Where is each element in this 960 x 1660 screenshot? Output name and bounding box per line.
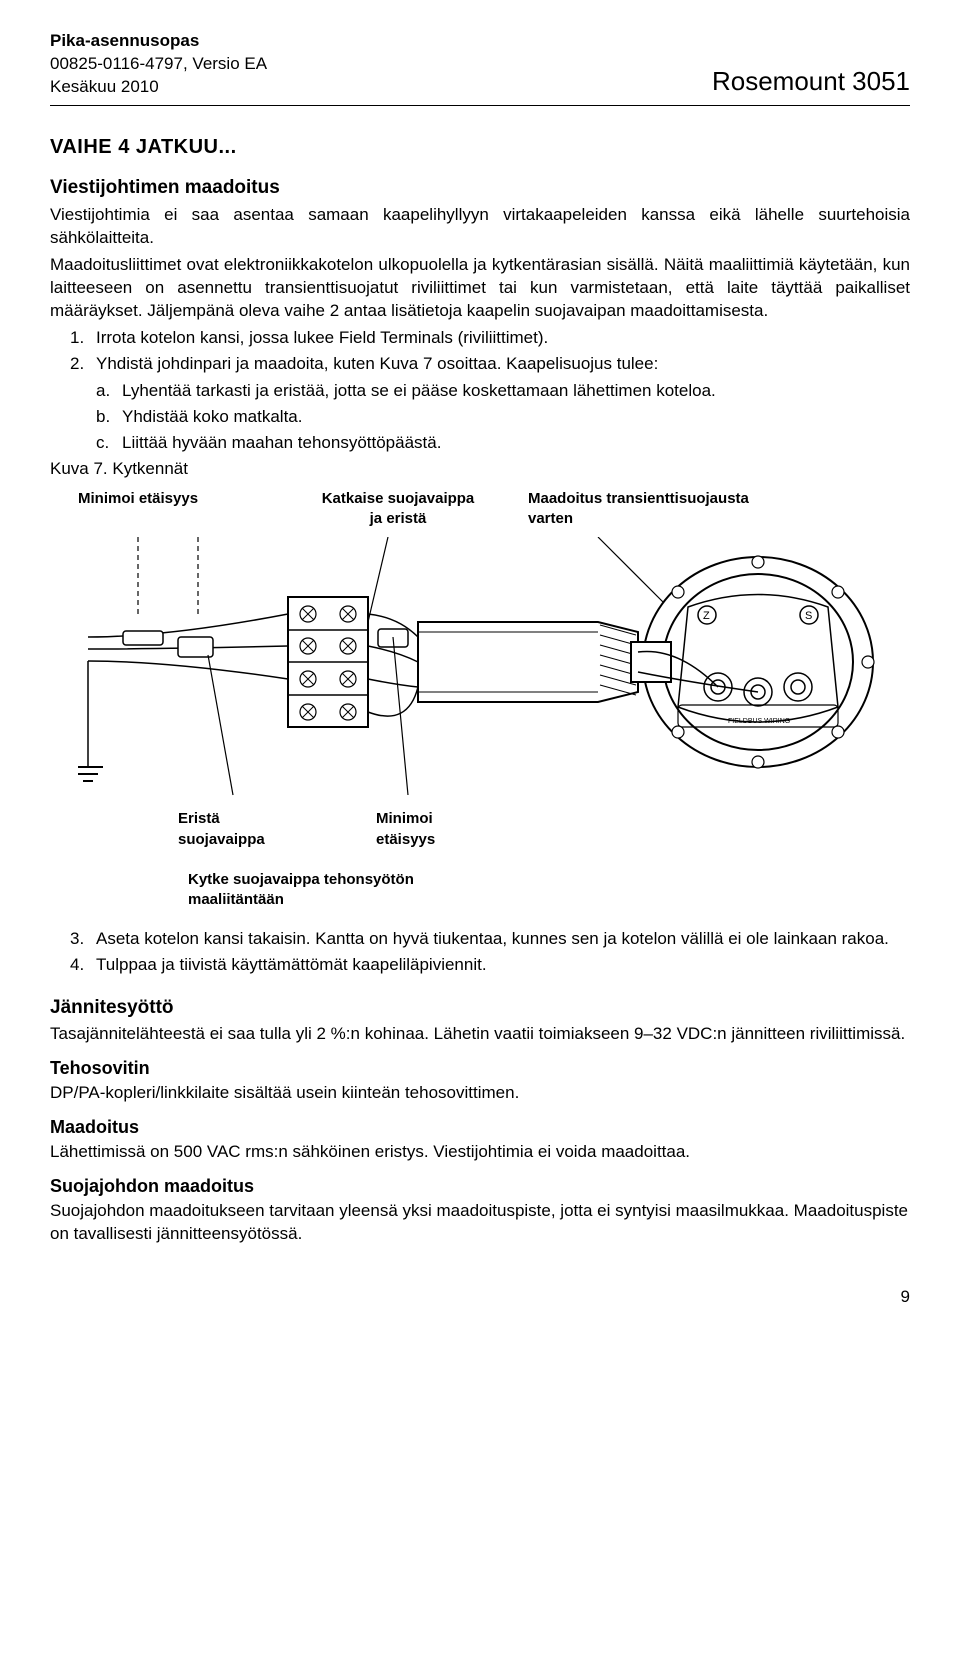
ground-text: Lähettimissä on 500 VAC rms:n sähköinen … <box>50 1141 910 1164</box>
label-insulate-shield: Eristä suojavaippa <box>178 809 318 850</box>
page-header: Pika-asennusopas 00825-0116-4797, Versio… <box>50 30 910 99</box>
list-text: Irrota kotelon kansi, jossa lukee Field … <box>96 327 548 350</box>
list-item: 4. Tulppaa ja tiivistä käyttämättömät ka… <box>70 954 910 977</box>
header-rule <box>50 105 910 106</box>
list-marker: 1. <box>70 327 96 350</box>
list-item: 3. Aseta kotelon kansi takaisin. Kantta … <box>70 928 910 951</box>
doc-date: Kesäkuu 2010 <box>50 76 267 99</box>
wiring-diagram: Minimoi etäisyys Katkaise suojavaippa ja… <box>78 489 910 911</box>
list-item: 2. Yhdistä johdinpari ja maadoita, kuten… <box>70 353 910 376</box>
label-cut-shield: Katkaise suojavaippa ja eristä <box>268 489 528 530</box>
list-marker: 3. <box>70 928 96 951</box>
ordered-list-1: 1. Irrota kotelon kansi, jossa lukee Fie… <box>50 327 910 376</box>
product-name: Rosemount 3051 <box>712 64 910 99</box>
label-min-dist: Minimoi etäisyys <box>78 489 268 530</box>
svg-text:Z: Z <box>703 610 710 622</box>
svg-text:FIELDBUS WIRING: FIELDBUS WIRING <box>728 718 790 725</box>
wiring-svg: Z S FIELDBUS WIRING <box>78 537 878 797</box>
doc-number: 00825-0116-4797, Versio EA <box>50 53 267 76</box>
figure-caption: Kuva 7. Kytkennät <box>50 458 910 481</box>
ground-heading: Maadoitus <box>50 1115 910 1139</box>
power-heading: Jännitesyöttö <box>50 995 910 1021</box>
list-item: 1. Irrota kotelon kansi, jossa lukee Fie… <box>70 327 910 350</box>
ordered-list-2: 3. Aseta kotelon kansi takaisin. Kantta … <box>50 928 910 977</box>
adapter-text: DP/PA-kopleri/linkkilaite sisältää usein… <box>50 1082 910 1105</box>
header-left: Pika-asennusopas 00825-0116-4797, Versio… <box>50 30 267 99</box>
label-connect-shield: Kytke suojavaippa tehonsyötön maaliitänt… <box>188 870 910 911</box>
shield-text: Suojajohdon maadoitukseen tarvitaan ylee… <box>50 1200 910 1246</box>
adapter-heading: Tehosovitin <box>50 1056 910 1080</box>
list-text: Tulppaa ja tiivistä käyttämättömät kaape… <box>96 954 487 977</box>
shield-heading: Suojajohdon maadoitus <box>50 1174 910 1198</box>
list-text: Yhdistää koko matkalta. <box>122 406 302 429</box>
list-marker: b. <box>96 406 122 429</box>
power-text: Tasajännitelähteestä ei saa tulla yli 2 … <box>50 1023 910 1046</box>
list-marker: c. <box>96 432 122 455</box>
svg-text:S: S <box>805 610 812 622</box>
sub-list: a. Lyhentää tarkasti ja eristää, jotta s… <box>50 380 910 455</box>
list-item: b. Yhdistää koko matkalta. <box>96 406 910 429</box>
list-item: c. Liittää hyvään maahan tehonsyöttöpääs… <box>96 432 910 455</box>
list-marker: 2. <box>70 353 96 376</box>
para-1: Viestijohtimia ei saa asentaa samaan kaa… <box>50 204 910 250</box>
list-text: Liittää hyvään maahan tehonsyöttöpäästä. <box>122 432 441 455</box>
section-title: VAIHE 4 JATKUU... <box>50 134 910 161</box>
label-min-dist-2: Minimoi etäisyys <box>376 809 496 850</box>
page-number: 9 <box>50 1286 910 1309</box>
sub-heading-1: Viestijohtimen maadoitus <box>50 175 910 201</box>
para-2: Maadoitusliittimet ovat elektroniikkakot… <box>50 254 910 323</box>
list-marker: 4. <box>70 954 96 977</box>
list-item: a. Lyhentää tarkasti ja eristää, jotta s… <box>96 380 910 403</box>
list-text: Lyhentää tarkasti ja eristää, jotta se e… <box>122 380 716 403</box>
diagram-top-labels: Minimoi etäisyys Katkaise suojavaippa ja… <box>78 489 910 530</box>
list-marker: a. <box>96 380 122 403</box>
diagram-mid-labels: Eristä suojavaippa Minimoi etäisyys <box>78 809 910 850</box>
label-transient-ground: Maadoitus transienttisuojausta varten <box>528 489 910 530</box>
list-text: Yhdistä johdinpari ja maadoita, kuten Ku… <box>96 353 658 376</box>
list-text: Aseta kotelon kansi takaisin. Kantta on … <box>96 928 889 951</box>
doc-title: Pika-asennusopas <box>50 30 267 53</box>
